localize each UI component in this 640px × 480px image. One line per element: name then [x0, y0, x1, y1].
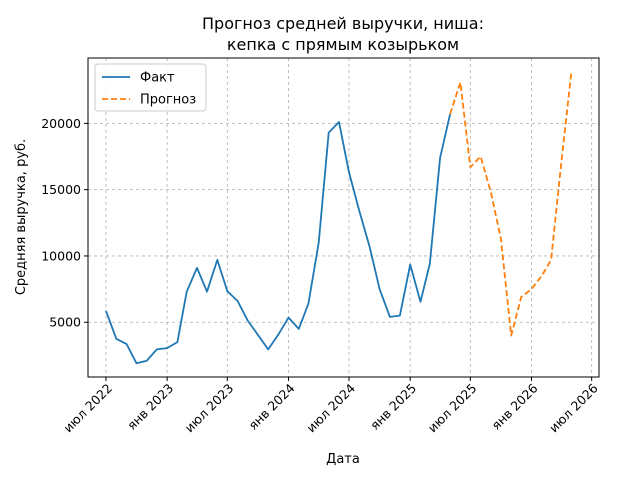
chart-title-line-1: Прогноз средней выручки, ниша:: [202, 14, 484, 33]
y-axis-ticks: 5000 10000 15000 20000: [41, 116, 88, 330]
y-tick-label: 15000: [41, 182, 81, 197]
y-tick-label: 20000: [41, 116, 81, 131]
grid: [88, 58, 599, 377]
series-line-forecast: [449, 71, 573, 337]
legend-label-forecast: Прогноз: [140, 93, 196, 108]
chart-title-line-2: кепка с прямым козырьком: [227, 35, 459, 54]
series-lines: [105, 71, 573, 365]
legend-label-fact: Факт: [140, 71, 175, 86]
x-axis-label: Дата: [326, 452, 360, 467]
y-tick-label: 5000: [49, 315, 81, 330]
y-axis-label: Средняя выручка, руб.: [14, 139, 29, 295]
legend: Факт Прогноз: [94, 63, 207, 112]
series-line-fact: [105, 113, 451, 365]
y-tick-label: 10000: [41, 248, 81, 263]
plot-frame: [87, 57, 600, 378]
